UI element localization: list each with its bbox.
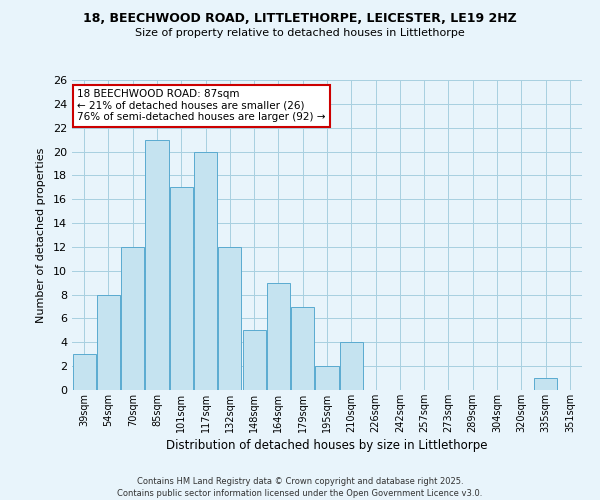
Bar: [218, 247, 241, 390]
Bar: [316, 366, 338, 390]
X-axis label: Distribution of detached houses by size in Littlethorpe: Distribution of detached houses by size …: [166, 439, 488, 452]
Bar: [145, 140, 169, 390]
Text: Contains public sector information licensed under the Open Government Licence v3: Contains public sector information licen…: [118, 489, 482, 498]
Bar: [194, 152, 217, 390]
Text: Size of property relative to detached houses in Littlethorpe: Size of property relative to detached ho…: [135, 28, 465, 38]
Bar: [97, 294, 120, 390]
Bar: [121, 247, 144, 390]
Text: Contains HM Land Registry data © Crown copyright and database right 2025.: Contains HM Land Registry data © Crown c…: [137, 478, 463, 486]
Text: 18, BEECHWOOD ROAD, LITTLETHORPE, LEICESTER, LE19 2HZ: 18, BEECHWOOD ROAD, LITTLETHORPE, LEICES…: [83, 12, 517, 26]
Bar: [242, 330, 266, 390]
Bar: [170, 188, 193, 390]
Bar: [534, 378, 557, 390]
Text: 18 BEECHWOOD ROAD: 87sqm
← 21% of detached houses are smaller (26)
76% of semi-d: 18 BEECHWOOD ROAD: 87sqm ← 21% of detach…: [77, 90, 326, 122]
Bar: [340, 342, 363, 390]
Bar: [73, 354, 95, 390]
Bar: [291, 306, 314, 390]
Y-axis label: Number of detached properties: Number of detached properties: [36, 148, 46, 322]
Bar: [267, 282, 290, 390]
